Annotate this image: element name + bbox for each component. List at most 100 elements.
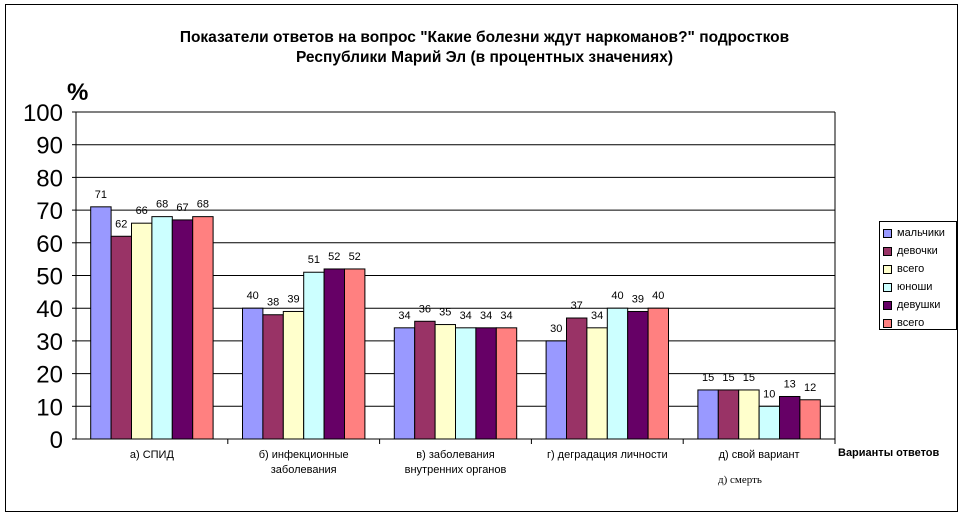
x-tick-label: д) свой вариант — [719, 449, 800, 461]
data-label: 10 — [763, 388, 775, 400]
legend-item: девушки — [883, 296, 956, 314]
legend-item: девочки — [883, 242, 956, 260]
legend-label: всего — [897, 263, 925, 275]
y-tick-label: 40 — [36, 296, 63, 323]
y-axis-label: % — [67, 79, 88, 106]
bar — [393, 327, 416, 440]
data-label: 52 — [349, 251, 361, 263]
data-label: 36 — [419, 303, 431, 315]
data-label: 40 — [652, 290, 664, 302]
data-label: 40 — [611, 290, 623, 302]
data-label: 66 — [136, 205, 148, 217]
bar — [434, 324, 457, 440]
legend-swatch — [883, 318, 892, 328]
data-label: 15 — [722, 372, 734, 384]
legend-label: девушки — [897, 299, 941, 311]
data-label: 37 — [571, 300, 583, 312]
data-label: 13 — [784, 378, 796, 390]
bar — [242, 307, 264, 440]
x-tick-label: г) деградация личности — [547, 449, 668, 461]
chart-title-line-2: Республики Марий Эл (в процентных значен… — [295, 49, 674, 66]
data-label: 39 — [632, 293, 644, 305]
bar — [282, 310, 305, 440]
legend-item: мальчики — [883, 224, 956, 242]
data-label: 30 — [550, 323, 562, 335]
annotation-note: д) смерть — [718, 474, 762, 486]
data-label: 39 — [287, 293, 299, 305]
data-label: 40 — [247, 290, 259, 302]
y-tick-label: 80 — [36, 165, 63, 192]
data-label: 34 — [460, 310, 472, 322]
data-label: 35 — [439, 307, 451, 319]
bar — [758, 405, 780, 440]
chart-frame — [5, 4, 958, 512]
bar — [647, 307, 669, 440]
data-label: 34 — [480, 310, 492, 322]
y-tick-label: 20 — [36, 362, 63, 389]
data-label: 34 — [500, 310, 512, 322]
bar — [566, 317, 588, 440]
y-tick-label: 90 — [36, 133, 63, 160]
x-tick-label: а) СПИД — [130, 449, 175, 461]
bar — [495, 327, 518, 440]
bar — [455, 327, 477, 440]
data-label: 71 — [95, 189, 107, 201]
y-tick-label: 30 — [36, 329, 63, 356]
data-label: 34 — [398, 310, 410, 322]
x-tick-label: б) инфекционные — [259, 449, 349, 461]
bar — [110, 235, 132, 440]
legend: мальчики девочки всего юноши девушки всего — [879, 221, 957, 330]
data-label: 52 — [328, 251, 340, 263]
y-tick-label: 50 — [36, 264, 63, 291]
bar — [344, 268, 366, 440]
bar — [323, 268, 346, 440]
data-label: 38 — [267, 297, 279, 309]
legend-item: всего — [883, 260, 956, 278]
data-label: 68 — [156, 199, 168, 211]
bar — [799, 399, 821, 440]
legend-label: юноши — [897, 281, 933, 293]
legend-label: мальчики — [897, 227, 945, 239]
axes: 0 10 20 30 40 50 60 70 80 90 100 а) СПИД б) инфекцио… — [23, 100, 836, 476]
data-label: 62 — [115, 218, 127, 230]
data-label: 67 — [176, 202, 188, 214]
bar — [90, 206, 112, 440]
legend-swatch — [883, 300, 892, 310]
bar — [414, 320, 436, 440]
bar — [171, 219, 194, 440]
legend-label: всего — [897, 317, 925, 329]
chart-title-line-1: Показатели ответов на вопрос "Какие боле… — [179, 29, 790, 46]
chart-title: Показатели ответов на вопрос "Какие боле… — [0, 28, 969, 68]
x-tick-label: заболевания — [271, 464, 337, 476]
data-label: 51 — [308, 254, 320, 266]
y-tick-label: 100 — [23, 100, 63, 127]
data-label: 15 — [702, 372, 714, 384]
legend-item: юноши — [883, 278, 956, 296]
bar — [717, 389, 740, 440]
y-tick-label: 60 — [36, 231, 63, 258]
bar — [303, 271, 325, 440]
bar — [738, 389, 760, 440]
bar — [586, 327, 608, 440]
bar — [697, 389, 719, 440]
legend-swatch — [883, 228, 892, 238]
y-tick-label: 10 — [36, 394, 63, 421]
bar — [475, 327, 497, 440]
bar — [192, 216, 214, 440]
legend-item: всего — [883, 314, 956, 332]
legend-swatch — [883, 246, 892, 256]
x-tick-label: в) заболевания — [416, 449, 494, 461]
data-label: 12 — [804, 382, 816, 394]
y-tick-label: 0 — [50, 427, 63, 454]
x-axis-label: Варианты ответов — [838, 447, 940, 459]
bars — [90, 206, 821, 440]
bar — [131, 222, 153, 440]
data-label: 15 — [743, 372, 755, 384]
bar — [627, 310, 649, 440]
legend-swatch — [883, 282, 892, 292]
bar — [606, 307, 629, 440]
legend-swatch — [883, 264, 892, 274]
x-tick-label: внутренних органов — [405, 464, 507, 476]
bar — [151, 216, 173, 440]
